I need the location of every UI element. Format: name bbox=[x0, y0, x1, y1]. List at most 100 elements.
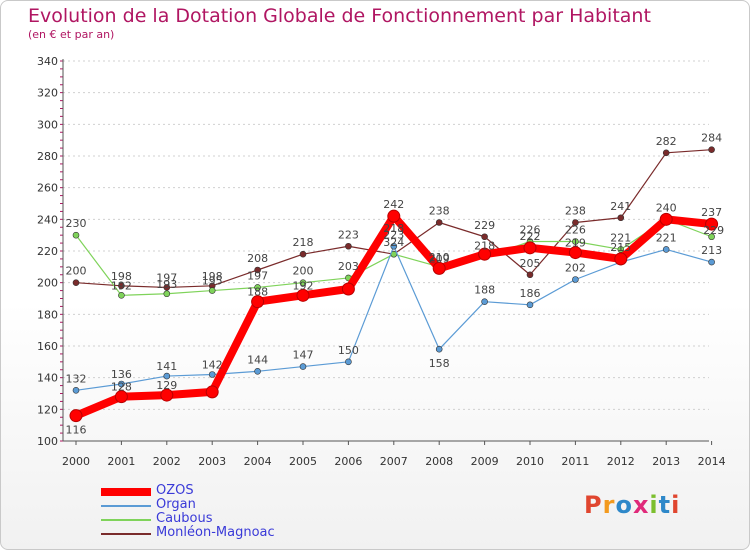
data-label: 209 bbox=[429, 252, 450, 265]
x-tick-label: 2008 bbox=[425, 455, 453, 468]
y-tick-label: 240 bbox=[37, 213, 58, 226]
data-label: 200 bbox=[66, 265, 87, 278]
data-label: 198 bbox=[111, 270, 132, 283]
x-tick-label: 2006 bbox=[334, 455, 362, 468]
data-point bbox=[163, 372, 171, 380]
data-label: 203 bbox=[338, 260, 359, 273]
legend-swatch-ozos bbox=[101, 488, 151, 496]
data-label: 200 bbox=[293, 265, 314, 278]
data-point bbox=[72, 231, 80, 239]
data-label: 230 bbox=[66, 217, 87, 230]
data-label: 198 bbox=[202, 270, 223, 283]
data-label: 215 bbox=[610, 241, 631, 254]
data-point bbox=[617, 214, 625, 222]
data-label: 229 bbox=[474, 219, 495, 232]
data-label: 197 bbox=[247, 269, 268, 282]
data-label: 132 bbox=[66, 372, 87, 385]
data-point bbox=[254, 266, 261, 274]
data-label: 218 bbox=[293, 236, 314, 249]
data-point bbox=[208, 287, 216, 294]
data-label: 116 bbox=[66, 424, 87, 437]
legend-label-organ: Organ bbox=[156, 497, 196, 512]
data-label: 150 bbox=[338, 344, 359, 357]
data-label: 205 bbox=[520, 257, 541, 270]
x-tick-label: 2009 bbox=[471, 455, 499, 468]
data-point bbox=[435, 345, 443, 353]
data-point bbox=[526, 301, 534, 309]
data-label: 141 bbox=[156, 360, 177, 373]
data-point bbox=[708, 146, 715, 153]
data-label: 218 bbox=[383, 222, 404, 235]
logo-letter: t bbox=[658, 491, 672, 519]
logo-letter: i bbox=[649, 491, 659, 519]
data-point bbox=[662, 246, 670, 253]
data-point bbox=[387, 209, 401, 223]
data-point bbox=[345, 358, 352, 366]
x-tick-label: 2000 bbox=[62, 455, 90, 468]
data-label: 188 bbox=[247, 286, 268, 299]
x-tick-label: 2004 bbox=[244, 455, 272, 468]
data-label: 223 bbox=[338, 228, 359, 241]
data-label: 142 bbox=[202, 359, 223, 372]
data-point bbox=[481, 298, 488, 305]
data-point bbox=[478, 247, 492, 261]
logo-letter: r bbox=[602, 491, 616, 519]
data-label: 136 bbox=[111, 368, 132, 381]
data-point bbox=[205, 385, 219, 399]
data-point bbox=[568, 246, 582, 260]
data-label: 219 bbox=[565, 237, 586, 250]
data-label: 128 bbox=[111, 381, 132, 394]
legend-label-ozos: OZOS bbox=[156, 483, 194, 498]
legend-swatch-caubous bbox=[101, 519, 151, 521]
y-tick-label: 180 bbox=[37, 308, 58, 321]
data-point bbox=[163, 290, 171, 298]
data-point bbox=[523, 241, 537, 255]
chart-subtitle: (en € et par an) bbox=[28, 28, 115, 41]
data-label: 186 bbox=[520, 287, 541, 300]
y-tick-label: 160 bbox=[37, 340, 58, 353]
data-label: 210 bbox=[429, 251, 450, 264]
x-tick-label: 2010 bbox=[516, 455, 544, 468]
data-point bbox=[299, 363, 307, 370]
x-tick-label: 2002 bbox=[153, 455, 181, 468]
data-label: 226 bbox=[520, 224, 541, 237]
data-point bbox=[72, 387, 80, 394]
x-tick-label: 2005 bbox=[289, 455, 317, 468]
data-point bbox=[572, 219, 579, 226]
data-point bbox=[341, 282, 355, 296]
y-tick-label: 300 bbox=[37, 118, 58, 131]
data-point bbox=[251, 295, 265, 309]
x-tick-label: 2007 bbox=[380, 455, 408, 468]
data-point bbox=[163, 284, 171, 291]
data-point bbox=[390, 242, 398, 250]
data-label: 229 bbox=[703, 224, 724, 237]
y-tick-label: 320 bbox=[37, 87, 58, 100]
data-point bbox=[299, 279, 307, 286]
data-point bbox=[526, 271, 534, 279]
data-label: 242 bbox=[383, 198, 404, 211]
data-label: 226 bbox=[565, 224, 586, 237]
y-tick-label: 280 bbox=[37, 150, 58, 163]
data-label: 208 bbox=[247, 252, 268, 265]
data-label: 144 bbox=[247, 353, 268, 366]
y-tick-label: 220 bbox=[37, 245, 58, 258]
logo-letter: i bbox=[671, 491, 681, 519]
data-point bbox=[572, 238, 579, 245]
x-tick-label: 2012 bbox=[607, 455, 635, 468]
data-label: 238 bbox=[429, 205, 450, 218]
data-label: 221 bbox=[610, 231, 631, 244]
data-label: 240 bbox=[656, 201, 677, 214]
y-tick-label: 100 bbox=[37, 435, 58, 448]
data-label: 282 bbox=[656, 135, 677, 148]
data-label: 221 bbox=[656, 231, 677, 244]
data-point bbox=[708, 233, 715, 241]
x-tick-label: 2003 bbox=[198, 455, 226, 468]
data-point bbox=[118, 380, 125, 388]
data-point bbox=[481, 233, 488, 241]
data-label: 197 bbox=[156, 271, 177, 284]
legend-swatch-monleon-magnoac bbox=[101, 533, 151, 535]
data-label: 324 bbox=[383, 236, 404, 249]
data-label: 241 bbox=[610, 200, 631, 213]
